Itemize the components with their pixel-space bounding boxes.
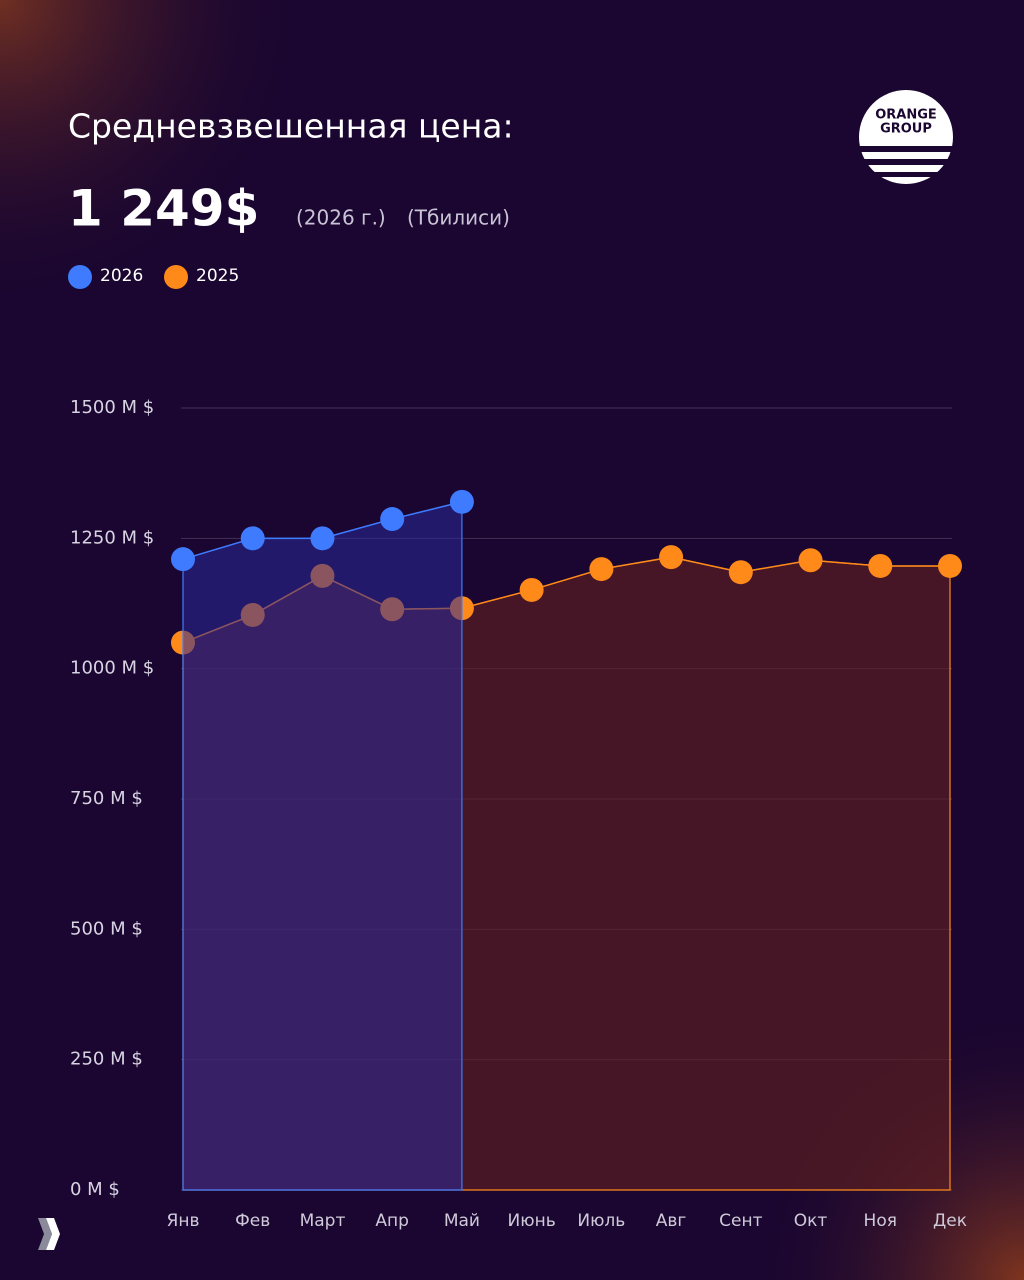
y-tick-label: 1000 M $ [70,658,154,679]
point [240,526,265,551]
legend-label: 2025 [196,266,239,286]
logo-stripe [855,172,957,177]
point [589,557,614,582]
x-tick-label: Июль [577,1211,625,1231]
x-tick-label: Авг [656,1211,687,1231]
point [798,548,823,573]
x-tick-label: Апр [375,1211,409,1231]
x-tick-label: Дек [933,1211,967,1231]
point [868,553,893,578]
area [182,501,463,1191]
point [938,553,962,578]
glow [0,0,320,320]
legend-swatch [164,265,188,289]
headline-value: 1 249$ [68,180,259,238]
brand-icon [38,1218,52,1250]
brand-mark [38,1218,60,1250]
y-tick-label: 500 M $ [70,918,143,939]
x-tick-label: Сент [719,1211,762,1231]
point [519,577,544,602]
point [380,507,405,532]
x-tick-label: Янв [167,1211,200,1231]
x-tick-label: Фев [235,1211,270,1231]
logo-text: ORANGE [875,108,937,123]
y-tick-label: 750 M $ [70,788,143,809]
logo-stripe [855,146,957,152]
y-tick-label: 0 M $ [70,1179,120,1200]
x-tick-label: Март [300,1211,346,1231]
x-tick-label: Июнь [508,1211,556,1231]
logo: ORANGE GROUP [855,90,957,184]
point [659,545,684,570]
y-tick-label: 1500 M $ [70,397,154,418]
x-tick-label: Окт [794,1211,828,1231]
logo-stripe [855,159,957,165]
x-tick-label: Май [444,1211,480,1231]
point [171,547,195,572]
y-tick-label: 1250 M $ [70,527,154,548]
logo-text: GROUP [880,122,932,137]
y-tick-label: 250 M $ [70,1049,143,1070]
chart-title: Средневзвешенная цена: [68,107,514,146]
logo-circle [859,90,953,184]
legend-swatch [68,265,92,289]
point [449,489,474,514]
brand-icon [46,1218,60,1250]
subtitle: (2026 г.) [296,206,386,230]
x-tick-label: Ноя [864,1211,897,1231]
point [310,526,335,551]
legend-label: 2026 [100,266,143,286]
subtitle: (Тбилиси) [407,206,510,230]
point [728,560,753,585]
